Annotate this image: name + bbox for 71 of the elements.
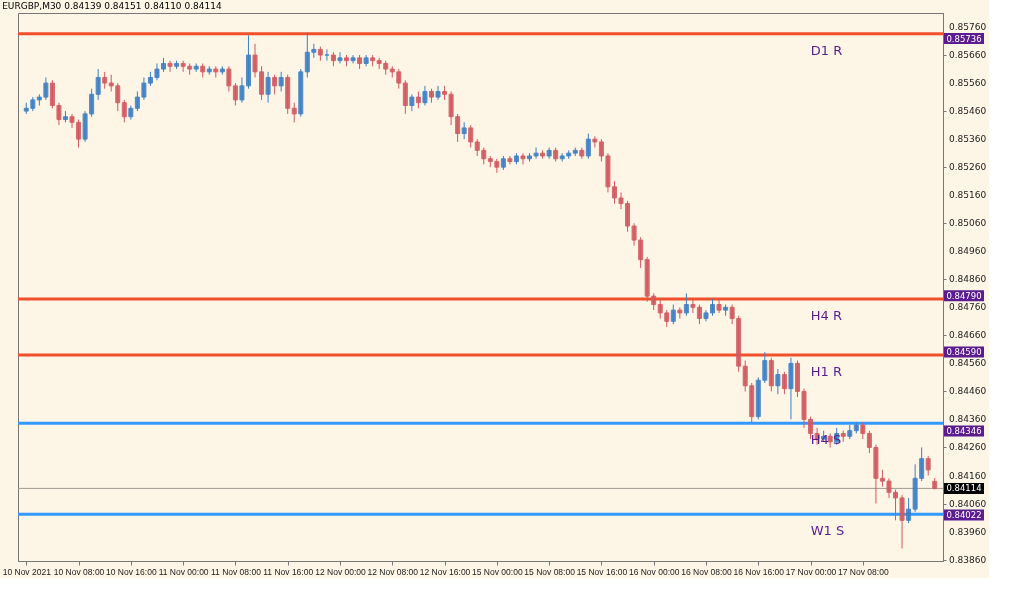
ref-line-label: W1 S bbox=[810, 523, 845, 539]
candlestick bbox=[265, 71, 271, 104]
x-tick-label: 16 Nov 16:00 bbox=[733, 566, 785, 577]
candlestick bbox=[167, 60, 173, 73]
ref-line-label: 0.84114 bbox=[946, 483, 982, 494]
y-tick-label: 0.85460 bbox=[949, 106, 987, 117]
ref-line-label: H1 R bbox=[810, 363, 842, 379]
y-tick-label: 0.85660 bbox=[949, 50, 987, 61]
x-tick-label: 10 Nov 16:00 bbox=[106, 566, 157, 577]
x-tick-label: 17 Nov 00:00 bbox=[785, 566, 837, 577]
candlestick bbox=[781, 371, 787, 395]
y-tick-label: 0.84560 bbox=[949, 358, 987, 369]
candlestick bbox=[422, 85, 428, 106]
x-tick-label: 15 Nov 08:00 bbox=[524, 566, 576, 577]
candlestick bbox=[272, 74, 278, 95]
x-tick-label: 10 Nov 2021 bbox=[2, 566, 52, 577]
y-tick-label: 0.85260 bbox=[949, 162, 987, 173]
x-tick-label: 11 Nov 08:00 bbox=[210, 566, 262, 577]
y-tick-label: 0.84760 bbox=[949, 302, 987, 313]
candlestick bbox=[402, 79, 408, 115]
candlestick bbox=[507, 155, 513, 165]
x-tick-label: 12 Nov 16:00 bbox=[419, 566, 471, 577]
candlestick bbox=[670, 304, 676, 325]
candlestick bbox=[95, 68, 101, 101]
text: 0.85736 bbox=[946, 33, 982, 44]
ref-line-label: H4 R bbox=[810, 307, 842, 323]
x-tick-label: 12 Nov 00:00 bbox=[315, 566, 367, 577]
x-tick-label: 15 Nov 16:00 bbox=[576, 566, 628, 577]
x-tick-label: 15 Nov 00:00 bbox=[472, 566, 523, 577]
candlestick bbox=[337, 51, 343, 64]
x-tick-label: 12 Nov 08:00 bbox=[367, 566, 419, 577]
text: 0.84590 bbox=[946, 346, 982, 357]
x-tick-label: 10 Nov 08:00 bbox=[53, 566, 105, 577]
y-tick-label: 0.84160 bbox=[949, 470, 987, 481]
y-tick-label: 0.85060 bbox=[949, 218, 987, 229]
candlestick bbox=[468, 124, 474, 149]
y-tick-label: 0.84060 bbox=[949, 498, 987, 509]
y-tick-label: 0.85560 bbox=[949, 78, 987, 89]
candlestick bbox=[350, 54, 356, 64]
candlestick bbox=[925, 455, 931, 477]
x-tick-label: 11 Nov 00:00 bbox=[158, 566, 209, 577]
x-tick-label: 16 Nov 00:00 bbox=[628, 566, 680, 577]
candlestick bbox=[435, 85, 441, 101]
candlestick bbox=[278, 71, 284, 92]
candlestick bbox=[683, 292, 689, 317]
y-tick-label: 0.83960 bbox=[949, 526, 987, 537]
y-tick-label: 0.84660 bbox=[949, 330, 987, 341]
ref-line-label: D1 R bbox=[810, 42, 843, 58]
y-tick-label: 0.85360 bbox=[949, 134, 987, 145]
text: 0.84346 bbox=[946, 425, 982, 436]
y-tick-label: 0.85160 bbox=[949, 190, 987, 201]
y-tick-label: 0.84360 bbox=[949, 414, 987, 425]
y-tick-label: 0.84960 bbox=[949, 246, 987, 257]
candlestick bbox=[291, 102, 297, 123]
y-tick-label: 0.84460 bbox=[949, 386, 987, 397]
chart-title: EURGBP,M30 0.84139 0.84151 0.84110 0.84114 bbox=[2, 1, 222, 11]
candlestick bbox=[324, 48, 330, 62]
candlestick bbox=[121, 99, 127, 123]
y-tick-label: 0.83860 bbox=[949, 554, 987, 565]
text: 0.84022 bbox=[946, 510, 982, 521]
x-tick-label: 17 Nov 08:00 bbox=[838, 566, 889, 577]
candlestick bbox=[775, 368, 781, 395]
y-tick-label: 0.85760 bbox=[949, 22, 987, 33]
candlestick bbox=[585, 133, 591, 160]
x-tick-label: 11 Nov 16:00 bbox=[263, 566, 314, 577]
candlestick bbox=[716, 298, 722, 314]
x-tick-label: 16 Nov 08:00 bbox=[681, 566, 733, 577]
candlestick bbox=[520, 152, 526, 165]
y-tick-label: 0.84860 bbox=[949, 274, 987, 285]
y-tick-label: 0.84260 bbox=[949, 442, 987, 453]
text: 0.84790 bbox=[946, 290, 982, 301]
